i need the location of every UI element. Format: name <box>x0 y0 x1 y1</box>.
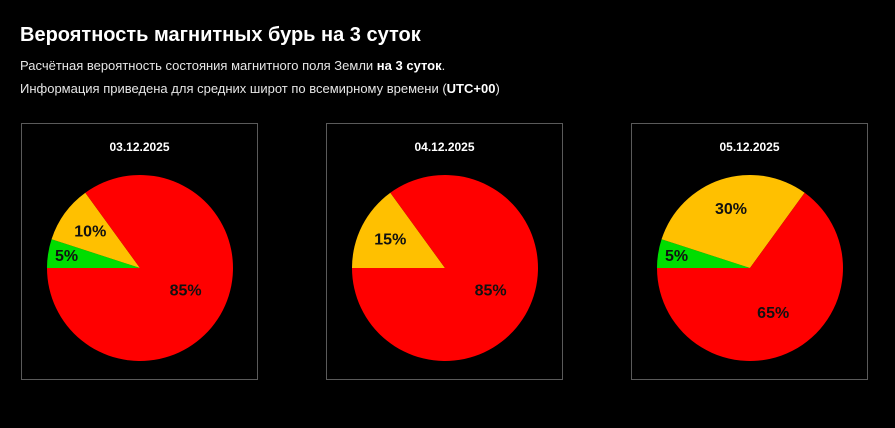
panel-date: 03.12.2025 <box>109 140 170 154</box>
pie-slice-label-3: 85% <box>170 283 202 300</box>
pie-chart-day-2: 15% 85% <box>352 175 538 362</box>
description-bold-2: UTC+00 <box>446 81 496 96</box>
pie-slice-2 <box>51 192 140 268</box>
pie-slice-1 <box>47 239 140 268</box>
pie-slice-label-1: 5% <box>55 248 78 265</box>
pie-slice-label-1: 5% <box>665 248 688 265</box>
forecast-panel-day-3: 05.12.2025 5% 30% 65% <box>631 123 868 380</box>
forecast-panel-day-2: 04.12.2025 15% 85% <box>326 123 563 380</box>
description-text-2: Информация приведена для средних широт п… <box>20 81 447 96</box>
panel-date: 05.12.2025 <box>719 140 780 154</box>
description-line-2: Информация приведена для средних широт п… <box>20 81 500 96</box>
description-end-2: ) <box>495 81 500 96</box>
pie-chart-day-3: 5% 30% 65% <box>657 174 843 362</box>
panel-date: 04.12.2025 <box>414 140 475 154</box>
pie-chart-day-1: 5% 10% 85% <box>46 175 233 362</box>
pie-slice-1 <box>657 239 750 268</box>
pie-slice-3 <box>352 175 538 362</box>
pie-slice-2 <box>661 174 805 268</box>
description-text-1: Расчётная вероятность состояния магнитно… <box>20 58 377 73</box>
pie-slice-2 <box>352 192 445 268</box>
pie-slice-label-2: 15% <box>374 232 406 249</box>
pie-slice-3 <box>657 192 843 362</box>
pie-slice-3 <box>46 175 233 362</box>
pie-slice-label-2: 30% <box>715 201 747 218</box>
pie-slice-label-3: 85% <box>475 283 507 300</box>
pie-slice-label-2: 10% <box>74 223 106 240</box>
description-end-1: . <box>441 58 446 73</box>
description-bold-1: на 3 суток <box>376 58 442 73</box>
page-title: Вероятность магнитных бурь на 3 суток <box>20 24 421 46</box>
description-line-1: Расчётная вероятность состояния магнитно… <box>20 58 445 73</box>
forecast-panel-day-1: 03.12.2025 5% 10% 85% <box>21 123 258 380</box>
pie-slice-label-3: 65% <box>757 305 789 322</box>
